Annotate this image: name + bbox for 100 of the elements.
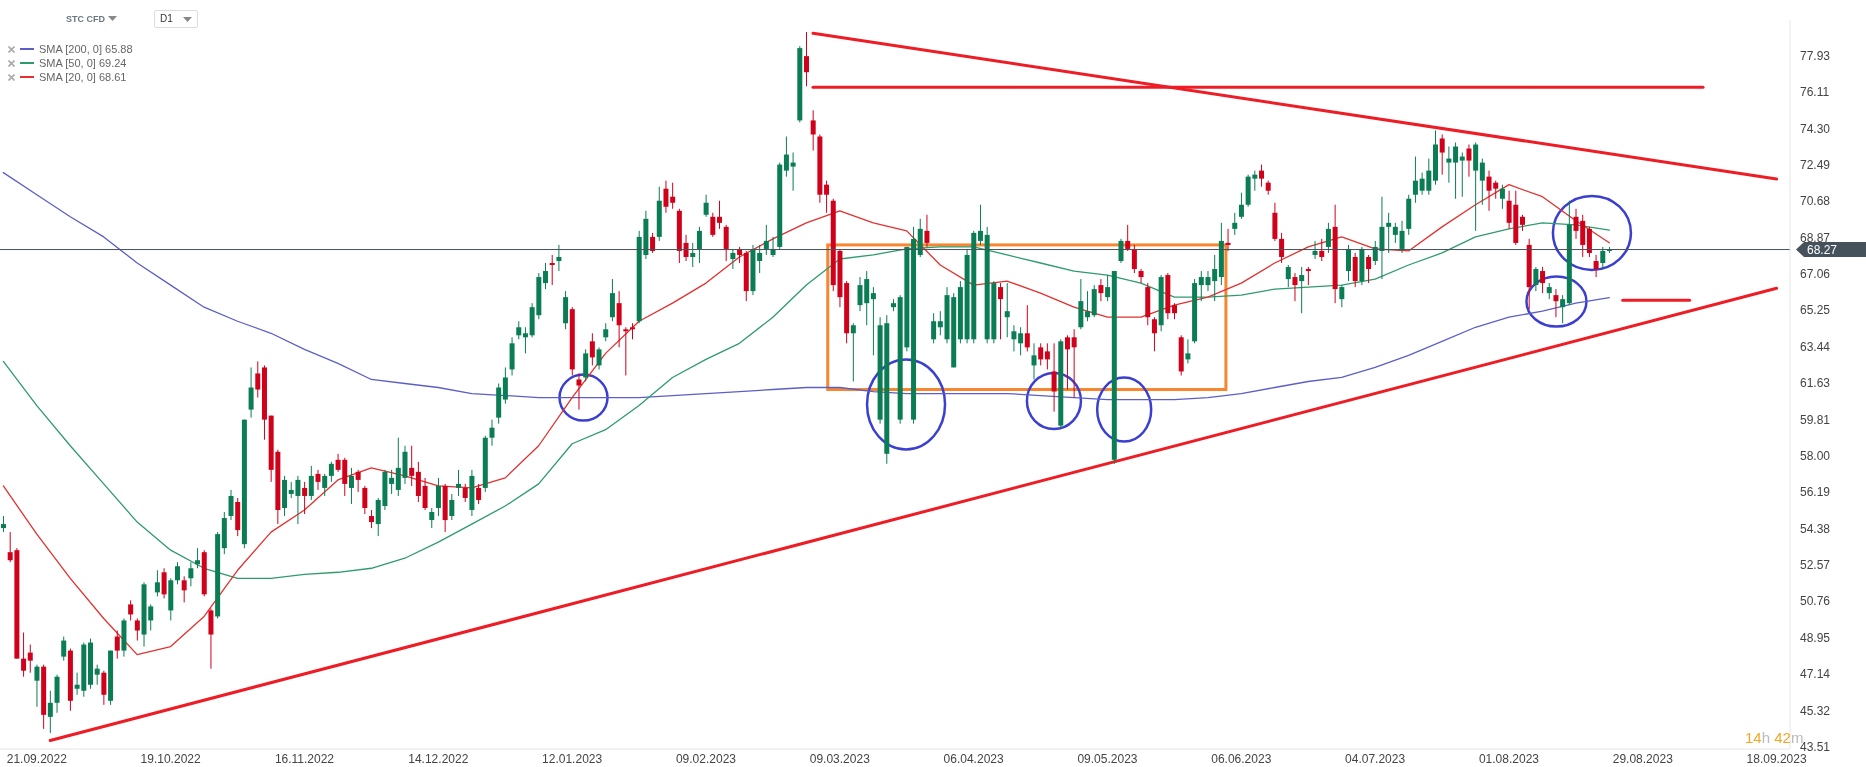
candlestick — [810, 109, 816, 152]
y-tick-label: 54.38 — [1800, 521, 1831, 536]
candlestick — [783, 135, 789, 178]
candlestick — [429, 507, 435, 529]
candlestick — [101, 670, 107, 706]
candlestick — [1285, 264, 1291, 288]
candlestick — [1299, 266, 1305, 314]
candlestick — [1386, 212, 1392, 254]
y-tick-label: 68.87 — [1800, 230, 1831, 245]
candlestick — [1004, 282, 1010, 338]
candlestick — [114, 630, 120, 660]
candlestick — [248, 366, 254, 419]
candlestick — [1593, 254, 1599, 278]
candlestick — [1225, 228, 1231, 252]
candlestick — [931, 312, 937, 344]
x-tick-label: 09.02.2023 — [675, 751, 737, 766]
x-tick-label: 01.08.2023 — [1478, 751, 1540, 766]
candlestick — [1038, 342, 1044, 366]
candlestick — [663, 180, 669, 214]
x-tick-label: 12.01.2023 — [542, 751, 603, 766]
x-tick-label: 04.07.2023 — [1345, 751, 1406, 766]
candlestick — [308, 465, 314, 501]
candlestick — [456, 469, 462, 497]
candlestick — [1138, 268, 1144, 284]
candlestick — [977, 204, 983, 246]
candlestick — [730, 248, 736, 270]
ref-line-label: 68.27 — [1807, 243, 1838, 258]
y-tick-label: 70.68 — [1800, 194, 1831, 209]
candlestick — [502, 366, 508, 405]
candlestick — [522, 326, 528, 354]
candlestick — [670, 182, 676, 210]
y-tick-label: 48.95 — [1800, 630, 1831, 645]
candlestick — [1125, 224, 1131, 252]
candlestick — [128, 599, 134, 621]
candlestick — [824, 180, 830, 214]
y-tick-label: 59.81 — [1800, 412, 1831, 427]
candlestick — [174, 561, 180, 585]
candlestick — [1392, 222, 1398, 244]
candlestick — [1098, 278, 1104, 302]
candlestick — [1312, 240, 1318, 260]
candlestick — [1600, 246, 1606, 270]
candlestick — [1540, 266, 1546, 294]
candlestick — [1553, 288, 1559, 318]
candlestick — [435, 477, 441, 517]
line-series — [2, 171, 1610, 401]
candlestick — [1044, 342, 1050, 370]
candlestick — [717, 200, 722, 230]
candlestick — [181, 575, 187, 603]
candlestick — [161, 567, 167, 599]
candlestick — [1366, 254, 1372, 284]
x-tick-label: 06.06.2023 — [1211, 751, 1272, 766]
candlestick — [369, 509, 375, 529]
candlestick — [1185, 338, 1191, 364]
x-tick-label: 29.08.2023 — [1612, 751, 1674, 766]
candlestick — [543, 262, 549, 290]
candlestick — [703, 194, 709, 218]
y-tick-label: 74.30 — [1800, 121, 1831, 136]
candlestick — [1412, 156, 1418, 204]
legend-label: SMA [50, 0] 69.24 — [39, 57, 127, 69]
candlestick — [1479, 158, 1485, 206]
x-tick-label: 16.11.2022 — [274, 751, 335, 766]
candlestick — [1232, 212, 1238, 236]
line-series — [2, 184, 1610, 656]
candlestick — [1399, 220, 1405, 254]
y-tick-label: 77.93 — [1800, 48, 1831, 63]
candlestick — [763, 224, 769, 256]
candlestick — [61, 636, 67, 662]
candlestick — [683, 234, 689, 262]
candlestick — [616, 290, 622, 348]
candlestick — [134, 617, 140, 642]
y-tick-label: 45.32 — [1800, 703, 1831, 718]
candlestick — [27, 644, 33, 674]
candlestick — [1346, 244, 1352, 282]
x-tick-label: 19.10.2022 — [140, 751, 201, 766]
candlestick — [1459, 152, 1465, 198]
candlestick — [409, 445, 415, 487]
candlestick — [47, 690, 53, 734]
candlestick — [576, 372, 582, 411]
candlestick — [650, 232, 656, 254]
candlestick — [1453, 142, 1459, 200]
candlestick — [757, 244, 763, 274]
candlestick — [596, 346, 602, 370]
candlestick — [21, 632, 27, 678]
candlestick — [1051, 342, 1057, 413]
y-tick-label: 72.49 — [1800, 158, 1831, 173]
candlestick — [1118, 238, 1124, 264]
candlestick — [1446, 146, 1452, 184]
candlestick — [449, 493, 455, 521]
candlestick — [623, 326, 629, 376]
candlestick — [723, 224, 729, 262]
candlestick — [489, 419, 495, 447]
candlestick — [328, 461, 334, 483]
candlestick — [302, 481, 308, 515]
candlestick — [1105, 274, 1111, 302]
candlestick — [998, 282, 1004, 340]
candlestick — [422, 477, 428, 511]
candlestick — [937, 310, 943, 336]
candlestick — [154, 569, 160, 597]
candlestick — [924, 214, 930, 248]
y-tick-label: 63.44 — [1800, 339, 1831, 354]
